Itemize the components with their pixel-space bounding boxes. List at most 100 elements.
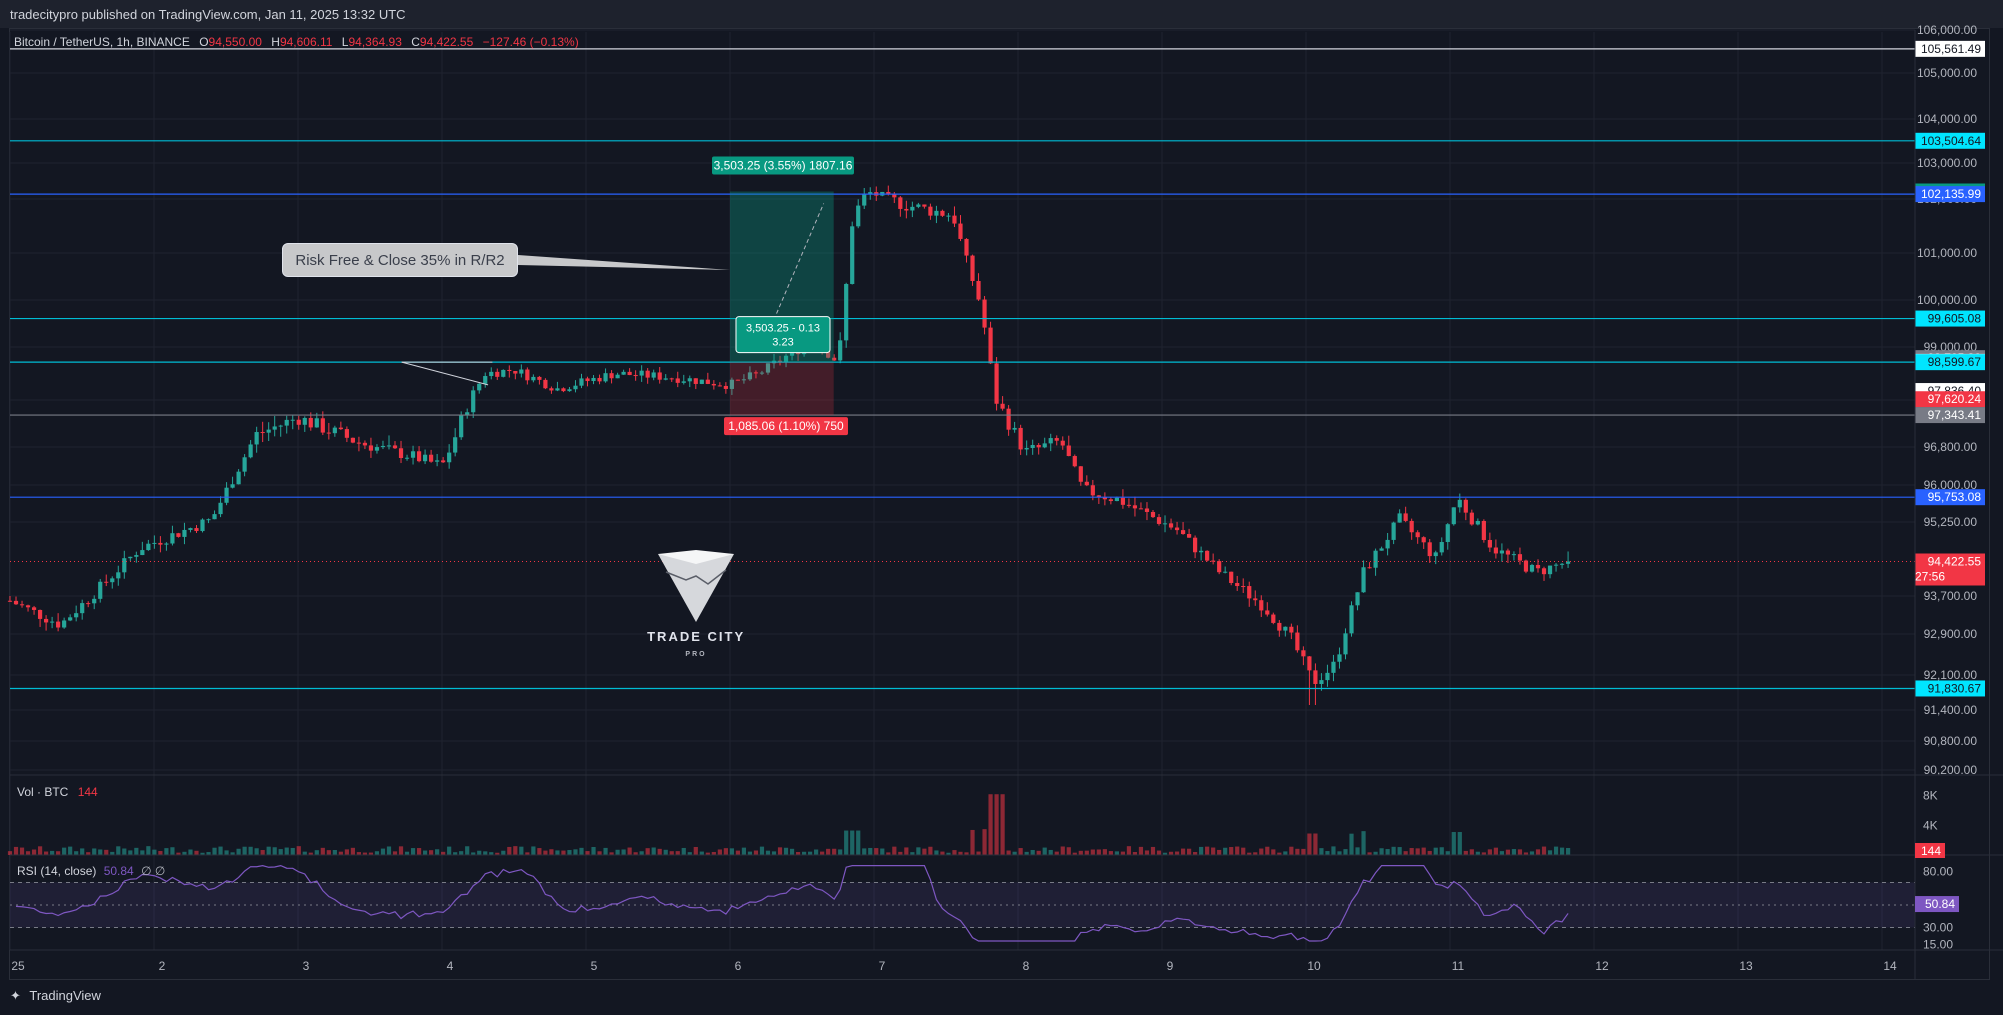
- volume-bar: [392, 851, 398, 855]
- volume-bar: [1481, 852, 1486, 855]
- volume-bar: [1553, 846, 1559, 855]
- volume-bar: [904, 847, 909, 855]
- candle-body: [892, 193, 897, 198]
- candle-body: [1319, 680, 1324, 684]
- volume-bar: [242, 846, 247, 855]
- volume-bar: [356, 852, 362, 855]
- candle-body: [627, 371, 632, 376]
- volume-bar: [441, 851, 446, 855]
- ohlc-legend: Bitcoin / TetherUS, 1h, BINANCE O94,550.…: [14, 35, 579, 49]
- volume-bar: [886, 852, 891, 855]
- candle-body: [1277, 622, 1282, 631]
- candle-body: [1457, 499, 1462, 508]
- candle-body: [994, 363, 999, 404]
- candle-body: [152, 542, 157, 544]
- rsi-last-tag: 50.84: [1925, 897, 1955, 911]
- volume-bar: [1433, 847, 1438, 855]
- price-level-tag: 102,135.99: [1921, 187, 1981, 201]
- candle-body: [1259, 600, 1264, 611]
- volume-legend[interactable]: Vol · BTC 144: [17, 785, 98, 799]
- volume-bar: [1277, 852, 1282, 855]
- volume-bar: [874, 848, 879, 855]
- candle-body: [573, 385, 578, 390]
- volume-bar: [1367, 852, 1372, 855]
- price-tick-label: 90,200.00: [1924, 763, 1978, 777]
- volume-bar: [699, 851, 704, 855]
- volume-bar: [56, 851, 61, 855]
- candle-body: [86, 603, 91, 605]
- volume-bar: [1301, 848, 1306, 855]
- volume-bar: [807, 851, 813, 855]
- candle-body: [386, 445, 392, 447]
- candle-body: [982, 299, 987, 328]
- position-path-line: [759, 203, 825, 353]
- volume-bar: [386, 846, 392, 855]
- volume-pane[interactable]: [7, 794, 1571, 855]
- volume-bar: [525, 852, 530, 855]
- rsi-legend[interactable]: RSI (14, close) 50.84 ∅ ∅: [17, 864, 165, 878]
- candle-body: [1084, 481, 1089, 486]
- volume-bar: [471, 852, 476, 855]
- price-level-tag: 97,343.41: [1928, 408, 1982, 422]
- low-key: L: [341, 35, 349, 49]
- candle-body: [537, 376, 542, 380]
- volume-bar: [236, 848, 241, 855]
- volume-bar: [814, 849, 819, 855]
- candle-body: [1114, 497, 1119, 502]
- volume-bar: [771, 851, 777, 855]
- candle-body: [1523, 560, 1529, 572]
- volume-bar: [1565, 847, 1571, 855]
- candle-body: [7, 600, 13, 602]
- volume-bar: [1421, 847, 1426, 855]
- candle-body: [1295, 632, 1300, 651]
- volume-bar: [994, 794, 999, 855]
- volume-bar: [374, 851, 380, 855]
- candle-body: [561, 388, 566, 392]
- candle-body: [976, 280, 981, 300]
- volume-bar: [1054, 851, 1059, 855]
- last-price-tag-bg: [1915, 553, 1985, 586]
- volume-bar: [465, 846, 470, 855]
- price-pane[interactable]: [7, 29, 1915, 950]
- volume-bar: [1024, 851, 1029, 855]
- position-center-label-2: 3.23: [772, 337, 793, 349]
- volume-bar: [1271, 849, 1276, 855]
- price-level-tag: 99,605.08: [1928, 312, 1982, 326]
- volume-bar: [910, 852, 915, 855]
- volume-bar: [182, 851, 187, 855]
- volume-bar: [380, 848, 386, 855]
- candle-body: [477, 383, 482, 391]
- volume-bar: [1337, 851, 1342, 855]
- price-level-tag: 98,599.67: [1928, 355, 1982, 369]
- volume-bar: [1559, 847, 1565, 855]
- candle-body: [104, 581, 109, 583]
- candle-body: [19, 604, 25, 606]
- price-level-tag-bg: [1915, 310, 1985, 327]
- candle-body: [1126, 504, 1132, 506]
- drawing-overlay[interactable]: 3,503.25 (3.55%) 1807.16 1,085.06 (1.10%)…: [401, 156, 854, 436]
- tradingview-footer[interactable]: ✦ TradingView: [10, 988, 101, 1004]
- candle-body: [25, 605, 31, 608]
- volume-bar: [164, 848, 169, 855]
- candle-body: [1108, 499, 1113, 502]
- volume-bar: [368, 852, 374, 855]
- rsi-tick-label: 30.00: [1923, 921, 1953, 935]
- candle-body: [1325, 672, 1330, 681]
- volume-bar: [266, 846, 271, 855]
- rsi-pane[interactable]: [10, 864, 1915, 942]
- risk-free-callout[interactable]: Risk Free & Close 35% in R/R2: [282, 243, 518, 277]
- candle-body: [272, 426, 277, 430]
- candle-body: [1499, 550, 1505, 554]
- candle-body: [314, 418, 319, 428]
- volume-bar: [531, 846, 536, 855]
- volume-bar: [31, 849, 37, 855]
- volume-bar: [573, 849, 578, 855]
- symbol-label[interactable]: Bitcoin / TetherUS, 1h, BINANCE: [14, 35, 190, 49]
- close-key: C: [411, 35, 420, 49]
- volume-bar: [1174, 851, 1180, 855]
- volume-bar: [37, 846, 43, 855]
- candle-body: [1042, 443, 1047, 448]
- candle-body: [338, 427, 343, 430]
- volume-bar: [970, 829, 975, 855]
